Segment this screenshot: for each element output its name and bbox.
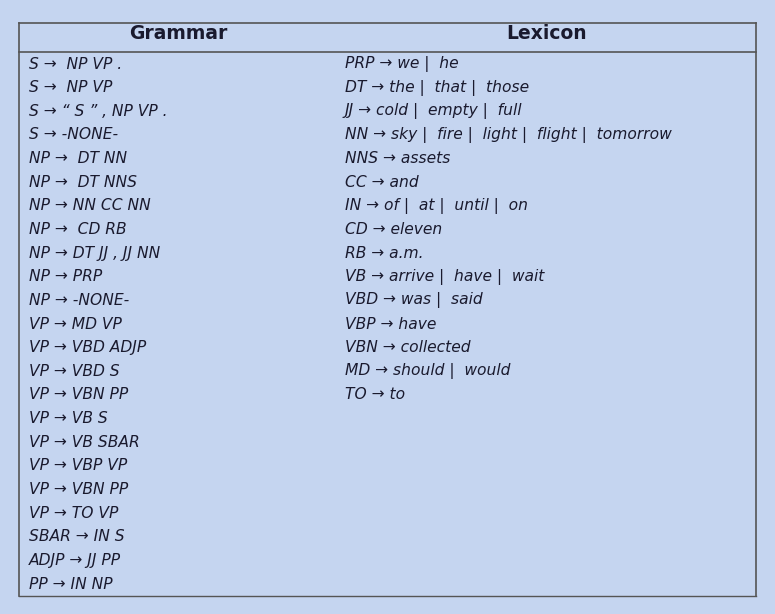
Text: MD → should |  would: MD → should | would (345, 363, 511, 379)
Text: VB → arrive |  have |  wait: VB → arrive | have | wait (345, 269, 544, 285)
Text: VP → VBN PP: VP → VBN PP (29, 482, 128, 497)
Text: Lexicon: Lexicon (506, 24, 587, 43)
Text: CC → and: CC → and (345, 175, 418, 190)
Text: CD → eleven: CD → eleven (345, 222, 442, 237)
Text: S → “ S ” , NP VP .: S → “ S ” , NP VP . (29, 104, 167, 119)
Text: VBN → collected: VBN → collected (345, 340, 470, 355)
Text: NP → NN CC NN: NP → NN CC NN (29, 198, 150, 213)
Text: RB → a.m.: RB → a.m. (345, 246, 423, 260)
Text: NN → sky |  fire |  light |  flight |  tomorrow: NN → sky | fire | light | flight | tomor… (345, 127, 672, 143)
Text: PP → IN NP: PP → IN NP (29, 577, 112, 591)
Text: Grammar: Grammar (129, 24, 227, 43)
Text: VP → VBN PP: VP → VBN PP (29, 387, 128, 402)
Text: VBP → have: VBP → have (345, 317, 436, 332)
Text: NP → DT JJ , JJ NN: NP → DT JJ , JJ NN (29, 246, 160, 260)
Text: VP → MD VP: VP → MD VP (29, 317, 122, 332)
Text: NP →  CD RB: NP → CD RB (29, 222, 126, 237)
Text: NP →  DT NN: NP → DT NN (29, 151, 127, 166)
Text: JJ → cold |  empty |  full: JJ → cold | empty | full (345, 103, 522, 119)
Text: IN → of |  at |  until |  on: IN → of | at | until | on (345, 198, 528, 214)
Text: VP → VBD S: VP → VBD S (29, 364, 119, 379)
Text: SBAR → IN S: SBAR → IN S (29, 529, 124, 544)
Text: VP → TO VP: VP → TO VP (29, 506, 118, 521)
Text: NP → -NONE-: NP → -NONE- (29, 293, 129, 308)
Text: PRP → we |  he: PRP → we | he (345, 56, 459, 72)
Text: NNS → assets: NNS → assets (345, 151, 450, 166)
Text: DT → the |  that |  those: DT → the | that | those (345, 80, 529, 96)
Text: ADJP → JJ PP: ADJP → JJ PP (29, 553, 121, 568)
Text: S →  NP VP: S → NP VP (29, 80, 112, 95)
Text: NP →  DT NNS: NP → DT NNS (29, 175, 136, 190)
Text: VP → VB SBAR: VP → VB SBAR (29, 435, 140, 449)
Text: VP → VBP VP: VP → VBP VP (29, 459, 127, 473)
Text: S →  NP VP .: S → NP VP . (29, 56, 122, 71)
Text: VBD → was |  said: VBD → was | said (345, 292, 483, 308)
Text: VP → VB S: VP → VB S (29, 411, 108, 426)
Text: VP → VBD ADJP: VP → VBD ADJP (29, 340, 146, 355)
Text: S → -NONE-: S → -NONE- (29, 128, 118, 142)
Text: NP → PRP: NP → PRP (29, 270, 102, 284)
Text: TO → to: TO → to (345, 387, 405, 402)
